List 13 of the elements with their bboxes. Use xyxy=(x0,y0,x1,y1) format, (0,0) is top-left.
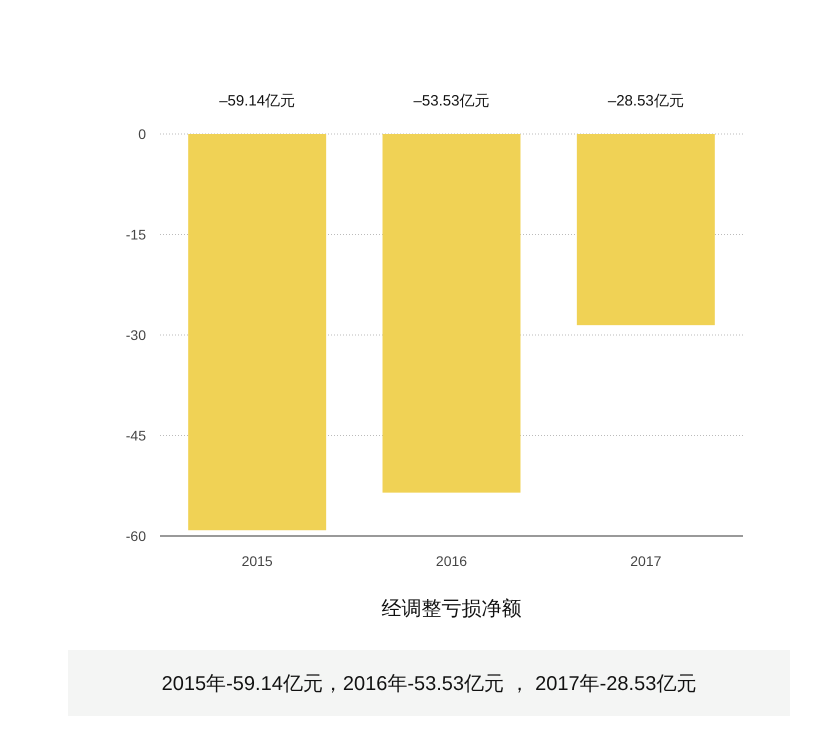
data-label: –59.14亿元 xyxy=(219,92,296,110)
y-tick-label: -45 xyxy=(126,427,146,444)
data-label: –53.53亿元 xyxy=(414,92,490,110)
x-tick-label: 2017 xyxy=(630,552,662,569)
y-tick-label: -30 xyxy=(126,326,146,343)
x-tick-label: 2015 xyxy=(242,552,273,569)
y-tick-label: 0 xyxy=(138,126,146,142)
data-label: –28.53亿元 xyxy=(608,92,684,110)
text: 2015年-59.14亿元，2016年-53.53亿元 ， 2017年-28.53亿元 xyxy=(162,673,696,695)
x-axis-title: 经调整亏损净额 xyxy=(382,598,522,620)
y-tick-label: -15 xyxy=(126,226,146,242)
y-tick-label: -60 xyxy=(126,528,146,544)
x-tick-label: 2016 xyxy=(436,552,468,569)
